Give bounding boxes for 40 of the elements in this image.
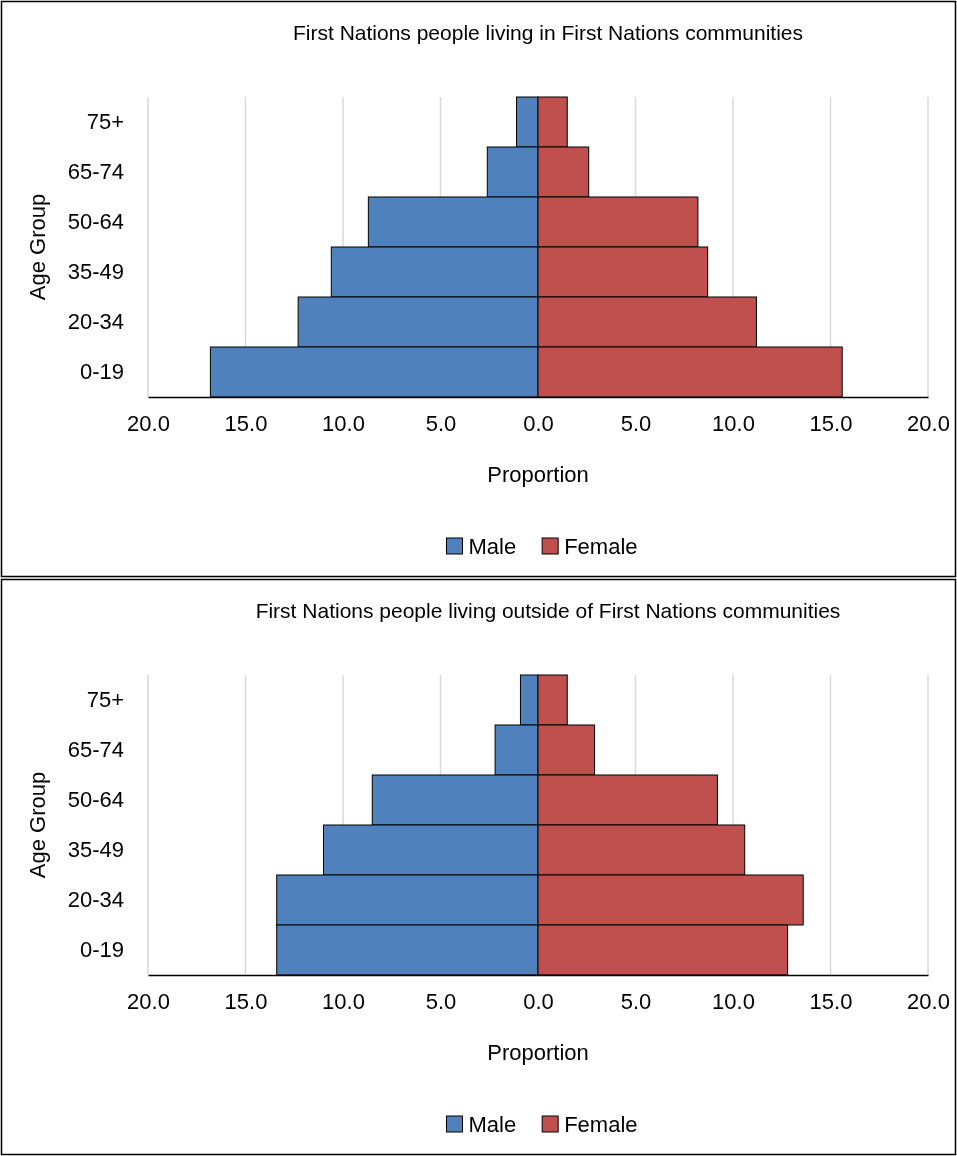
legend-label: Male bbox=[468, 534, 517, 559]
y-tick-label: 35-49 bbox=[67, 259, 124, 285]
x-tick-label: 15.0 bbox=[809, 410, 853, 436]
y-tick-label: 20-34 bbox=[67, 887, 124, 913]
legend-label: Male bbox=[468, 1112, 517, 1137]
x-tick-label: 10.0 bbox=[322, 988, 365, 1014]
x-tick-label: 5.0 bbox=[620, 410, 652, 436]
x-tick-label: 20.0 bbox=[127, 410, 170, 436]
x-axis-title: Proportion bbox=[487, 1040, 589, 1065]
legend-label: Female bbox=[564, 534, 638, 559]
x-tick-label: 20.0 bbox=[907, 410, 950, 436]
y-tick-label: 75+ bbox=[86, 687, 124, 713]
chart-title: First Nations people living outside of First Nations communities bbox=[255, 599, 841, 622]
y-tick-label: 0-19 bbox=[79, 937, 124, 963]
x-tick-label: 5.0 bbox=[425, 410, 457, 436]
y-tick-label: 20-34 bbox=[67, 309, 124, 335]
y-tick-label: 75+ bbox=[86, 109, 124, 135]
x-tick-label: 0.0 bbox=[523, 410, 554, 436]
y-tick-label: 0-19 bbox=[79, 359, 124, 385]
x-tick-label: 10.0 bbox=[712, 988, 755, 1014]
x-tick-label: 15.0 bbox=[224, 988, 268, 1014]
x-tick-label: 10.0 bbox=[712, 410, 755, 436]
chart-title: First Nations people living in First Nations communities bbox=[292, 21, 804, 44]
x-tick-label: 0.0 bbox=[523, 988, 554, 1014]
y-tick-label: 65-74 bbox=[67, 737, 124, 763]
x-tick-label: 15.0 bbox=[224, 410, 268, 436]
x-tick-label: 20.0 bbox=[127, 988, 170, 1014]
x-tick-label: 10.0 bbox=[322, 410, 365, 436]
y-tick-label: 50-64 bbox=[67, 787, 124, 813]
x-tick-label: 5.0 bbox=[425, 988, 457, 1014]
y-tick-label: 65-74 bbox=[67, 159, 124, 185]
y-axis-title: Age Group bbox=[25, 771, 50, 879]
y-axis-title: Age Group bbox=[25, 193, 50, 301]
x-tick-label: 20.0 bbox=[907, 988, 950, 1014]
x-axis-title: Proportion bbox=[487, 462, 589, 487]
y-tick-label: 35-49 bbox=[67, 837, 124, 863]
y-tick-label: 50-64 bbox=[67, 209, 124, 235]
x-tick-label: 15.0 bbox=[809, 988, 853, 1014]
x-tick-label: 5.0 bbox=[620, 988, 652, 1014]
legend-label: Female bbox=[564, 1112, 638, 1137]
